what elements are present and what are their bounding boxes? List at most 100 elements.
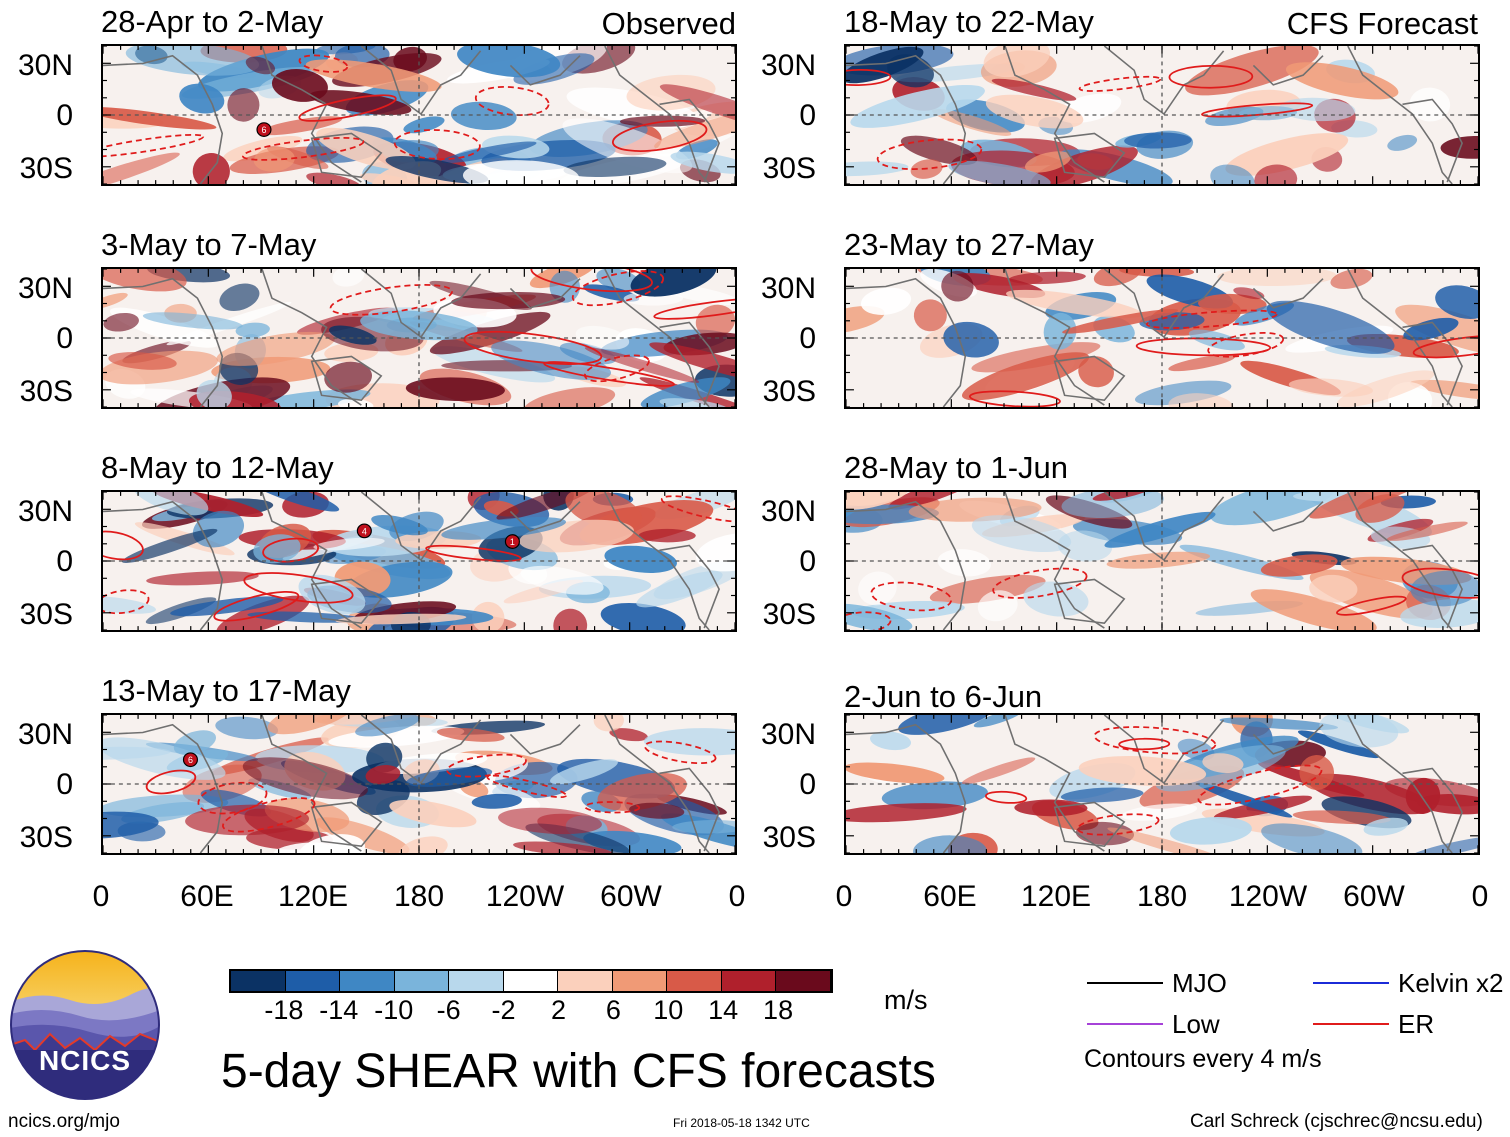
- latitude-tick-label: 30S: [19, 598, 73, 631]
- longitude-tick-label: 60W: [1343, 880, 1405, 913]
- shear-anomaly-map: [846, 715, 1478, 853]
- longitude-tick-label: 0: [728, 880, 746, 913]
- latitude-tick-label: 0: [799, 768, 816, 801]
- latitude-tick-label: 0: [56, 99, 73, 132]
- tc-symbol: 4: [356, 523, 372, 539]
- longitude-tick-label: 120E: [277, 880, 349, 913]
- latitude-tick-label: 30S: [762, 821, 816, 854]
- latitude-tick-label: 0: [799, 322, 816, 355]
- tc-symbol: 1: [504, 534, 520, 549]
- latitude-tick-label: 30N: [760, 495, 816, 528]
- panel-title: 28-Apr to 2-May: [101, 4, 324, 39]
- colorbar-swatch: [776, 971, 832, 991]
- longitude-tick-label: 180: [1136, 880, 1188, 913]
- legend-line: [1313, 1023, 1389, 1025]
- svg-text:6: 6: [261, 125, 266, 135]
- timestamp: Fri 2018-05-18 1342 UTC: [673, 1116, 810, 1130]
- map-panel: [844, 490, 1480, 632]
- legend-label: Kelvin x2: [1398, 968, 1504, 998]
- colorbar-swatch: [449, 971, 504, 991]
- shear-anomaly-map: [846, 492, 1478, 630]
- panel-title: 3-May to 7-May: [101, 227, 317, 262]
- panel-title: 28-May to 1-Jun: [844, 450, 1068, 485]
- latitude-tick-label: 30S: [19, 375, 73, 408]
- colorbar-tick-label: -18: [264, 995, 304, 1025]
- longitude-tick-label: 120W: [1228, 880, 1308, 913]
- panel-title: 2-Jun to 6-Jun: [844, 679, 1043, 714]
- latitude-tick-label: 30S: [19, 821, 73, 854]
- latitude-tick-label: 30S: [762, 375, 816, 408]
- longitude-tick-label: 120E: [1020, 880, 1092, 913]
- longitude-tick-label: 60W: [600, 880, 662, 913]
- longitude-tick-label: 0: [835, 880, 853, 913]
- forecast-label: CFS Forecast: [1286, 6, 1478, 41]
- panel-title: 18-May to 22-May: [844, 4, 1094, 39]
- legend-label: ER: [1398, 1009, 1435, 1039]
- colorbar-units: m/s: [884, 985, 928, 1015]
- longitude-tick-label: 120W: [485, 880, 565, 913]
- shear-anomaly-map: 6: [103, 715, 735, 853]
- tc-symbol: 6: [256, 122, 272, 137]
- colorbar: [229, 969, 833, 993]
- colorbar-swatch: [667, 971, 722, 991]
- colorbar-swatch: [231, 971, 286, 991]
- colorbar-swatch: [394, 971, 450, 991]
- svg-text:6: 6: [188, 755, 193, 765]
- map-panel: 6: [101, 713, 737, 855]
- observed-label: Observed: [601, 6, 736, 41]
- colorbar-tick-label: 18: [763, 995, 794, 1025]
- author-credit: Carl Schreck (cjschrec@ncsu.edu): [1190, 1111, 1483, 1132]
- latitude-tick-label: 0: [799, 545, 816, 578]
- colorbar-tick-label: 6: [605, 995, 621, 1025]
- tc-symbol: 6: [182, 752, 198, 768]
- longitude-tick-label: 180: [393, 880, 445, 913]
- colorbar-tick-label: 10: [653, 995, 684, 1025]
- legend-line: [1087, 1023, 1163, 1025]
- latitude-tick-label: 30S: [762, 152, 816, 185]
- svg-text:1: 1: [510, 537, 515, 547]
- colorbar-tick-label: -6: [436, 995, 461, 1025]
- logo-text: NCICS: [38, 1045, 132, 1076]
- latitude-tick-label: 30N: [17, 272, 73, 305]
- colorbar-swatch: [558, 971, 613, 991]
- latitude-tick-label: 0: [799, 99, 816, 132]
- latitude-tick-label: 30N: [760, 718, 816, 751]
- colorbar-tick-label: 2: [550, 995, 566, 1025]
- latitude-tick-label: 0: [56, 545, 73, 578]
- colorbar-tick-label: -2: [491, 995, 516, 1025]
- shear-anomaly-map: 6: [103, 46, 735, 184]
- legend-line: [1087, 982, 1163, 984]
- colorbar-tick-label: 14: [708, 995, 739, 1025]
- latitude-tick-label: 0: [56, 768, 73, 801]
- latitude-tick-label: 30N: [17, 495, 73, 528]
- map-panel: 6: [101, 44, 737, 186]
- panel-title: 8-May to 12-May: [101, 450, 334, 485]
- longitude-tick-label: 60E: [923, 880, 977, 913]
- ncics-logo: NCICS: [10, 950, 160, 1100]
- contour-note: Contours every 4 m/s: [1084, 1045, 1322, 1073]
- latitude-tick-label: 30N: [17, 718, 73, 751]
- longitude-tick-label: 0: [92, 880, 110, 913]
- map-panel: [844, 44, 1480, 186]
- colorbar-swatch: [503, 971, 559, 991]
- legend-line: [1313, 982, 1389, 984]
- latitude-tick-label: 30N: [760, 272, 816, 305]
- latitude-tick-label: 30S: [762, 598, 816, 631]
- site-link[interactable]: ncics.org/mjo: [8, 1111, 120, 1132]
- longitude-tick-label: 60E: [180, 880, 234, 913]
- map-panel: [844, 267, 1480, 409]
- latitude-tick-label: 30N: [760, 49, 816, 82]
- panel-title: 23-May to 27-May: [844, 227, 1094, 262]
- shear-anomaly-map: 41: [103, 492, 735, 630]
- map-panel: [101, 267, 737, 409]
- legend-label: MJO: [1172, 968, 1227, 998]
- colorbar-tick-label: -14: [319, 995, 359, 1025]
- svg-text:4: 4: [362, 526, 367, 536]
- colorbar-swatch: [721, 971, 777, 991]
- colorbar-swatch: [340, 971, 395, 991]
- shear-anomaly-map: [846, 269, 1478, 407]
- colorbar-tick-label: -10: [374, 995, 414, 1025]
- latitude-tick-label: 30S: [19, 152, 73, 185]
